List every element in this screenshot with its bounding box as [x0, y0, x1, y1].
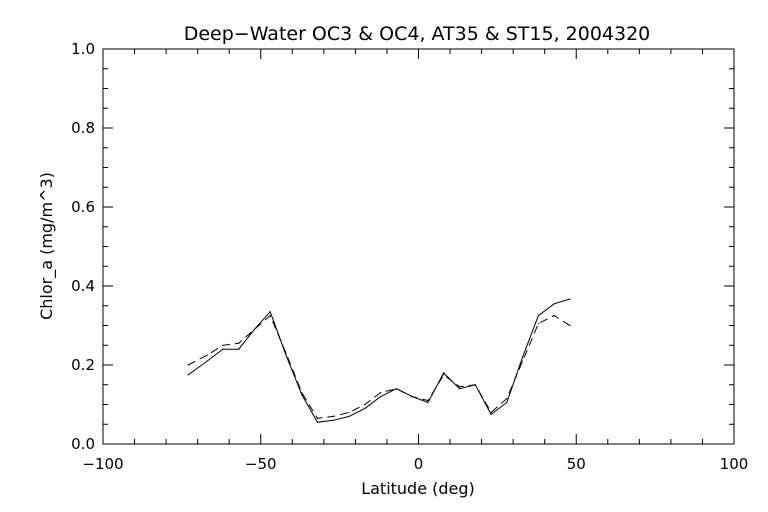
series-point-dashed: [458, 386, 461, 388]
series-point-dashed: [285, 352, 287, 354]
series-point-solid: [522, 356, 524, 358]
chart-title: Deep−Water OC3 & OC4, AT35 & ST15, 20043…: [184, 23, 651, 45]
series-point-dashed: [553, 315, 555, 317]
series-point-dashed: [380, 392, 382, 394]
series-group: [187, 298, 571, 423]
series-point-solid: [222, 348, 224, 350]
series-point-solid: [187, 374, 189, 376]
x-tick-labels: −100 −50 0 50 100: [82, 455, 748, 473]
series-line-solid: [187, 298, 571, 423]
series-point-dashed: [474, 384, 476, 386]
series-point-solid: [380, 396, 382, 398]
y-tick-label: 0.8: [71, 119, 95, 137]
series-point-solid: [238, 348, 240, 350]
series-line-dashed: [187, 314, 571, 419]
series-point-solid: [206, 360, 208, 362]
series-point-dashed: [269, 315, 271, 317]
x-tick-label: 50: [567, 455, 586, 473]
y-tick-labels: 0.0 0.2 0.4 0.6 0.8 1.0: [71, 40, 95, 453]
series-point-dashed: [206, 354, 208, 356]
x-tick-label: −50: [245, 455, 277, 473]
x-axis-label: Latitude (deg): [361, 479, 475, 498]
series-point-dashed: [522, 360, 524, 362]
y-tick-label: 0.0: [71, 435, 95, 453]
series-point-dashed: [301, 392, 303, 394]
series-point-dashed: [187, 364, 189, 366]
series-point-dashed: [490, 411, 492, 413]
x-tick-label: −100: [82, 455, 123, 473]
series-point-dashed: [443, 374, 445, 376]
series-point-solid: [506, 401, 508, 404]
y-tick-label: 0.2: [71, 356, 95, 374]
series-point-solid: [348, 415, 350, 417]
y-tick-label: 1.0: [71, 40, 95, 58]
axis-ticks: [102, 48, 735, 445]
series-point-solid: [364, 407, 366, 410]
series-point-solid: [285, 354, 287, 356]
series-point-solid: [316, 421, 319, 423]
series-point-dashed: [222, 344, 224, 346]
y-axis-label: Chlor_a (mg/m^3): [37, 172, 57, 320]
y-tick-label: 0.4: [71, 277, 95, 295]
series-point-solid: [553, 303, 555, 305]
series-point-dashed: [364, 403, 366, 406]
plot-frame: [102, 48, 735, 445]
series-point-solid: [269, 311, 271, 313]
series-point-dashed: [569, 324, 571, 327]
series-point-dashed: [427, 399, 429, 402]
series-point-dashed: [332, 415, 334, 417]
series-point-solid: [301, 394, 303, 396]
series-point-dashed: [411, 396, 413, 398]
series-point-solid: [490, 413, 492, 415]
series-point-solid: [458, 388, 461, 390]
series-point-dashed: [537, 322, 539, 325]
series-point-solid: [427, 401, 429, 404]
series-point-dashed: [316, 417, 319, 419]
series-point-dashed: [395, 388, 398, 390]
series-point-dashed: [253, 328, 256, 331]
series-point-dashed: [348, 411, 350, 413]
x-tick-label: 100: [720, 455, 749, 473]
y-tick-label: 0.6: [71, 198, 95, 216]
series-point-dashed: [506, 397, 508, 400]
series-point-solid: [332, 419, 334, 421]
series-point-dashed: [238, 342, 240, 344]
series-point-solid: [443, 372, 445, 374]
series-point-solid: [569, 298, 571, 300]
series-point-solid: [537, 315, 539, 317]
x-tick-label: 0: [414, 455, 424, 473]
